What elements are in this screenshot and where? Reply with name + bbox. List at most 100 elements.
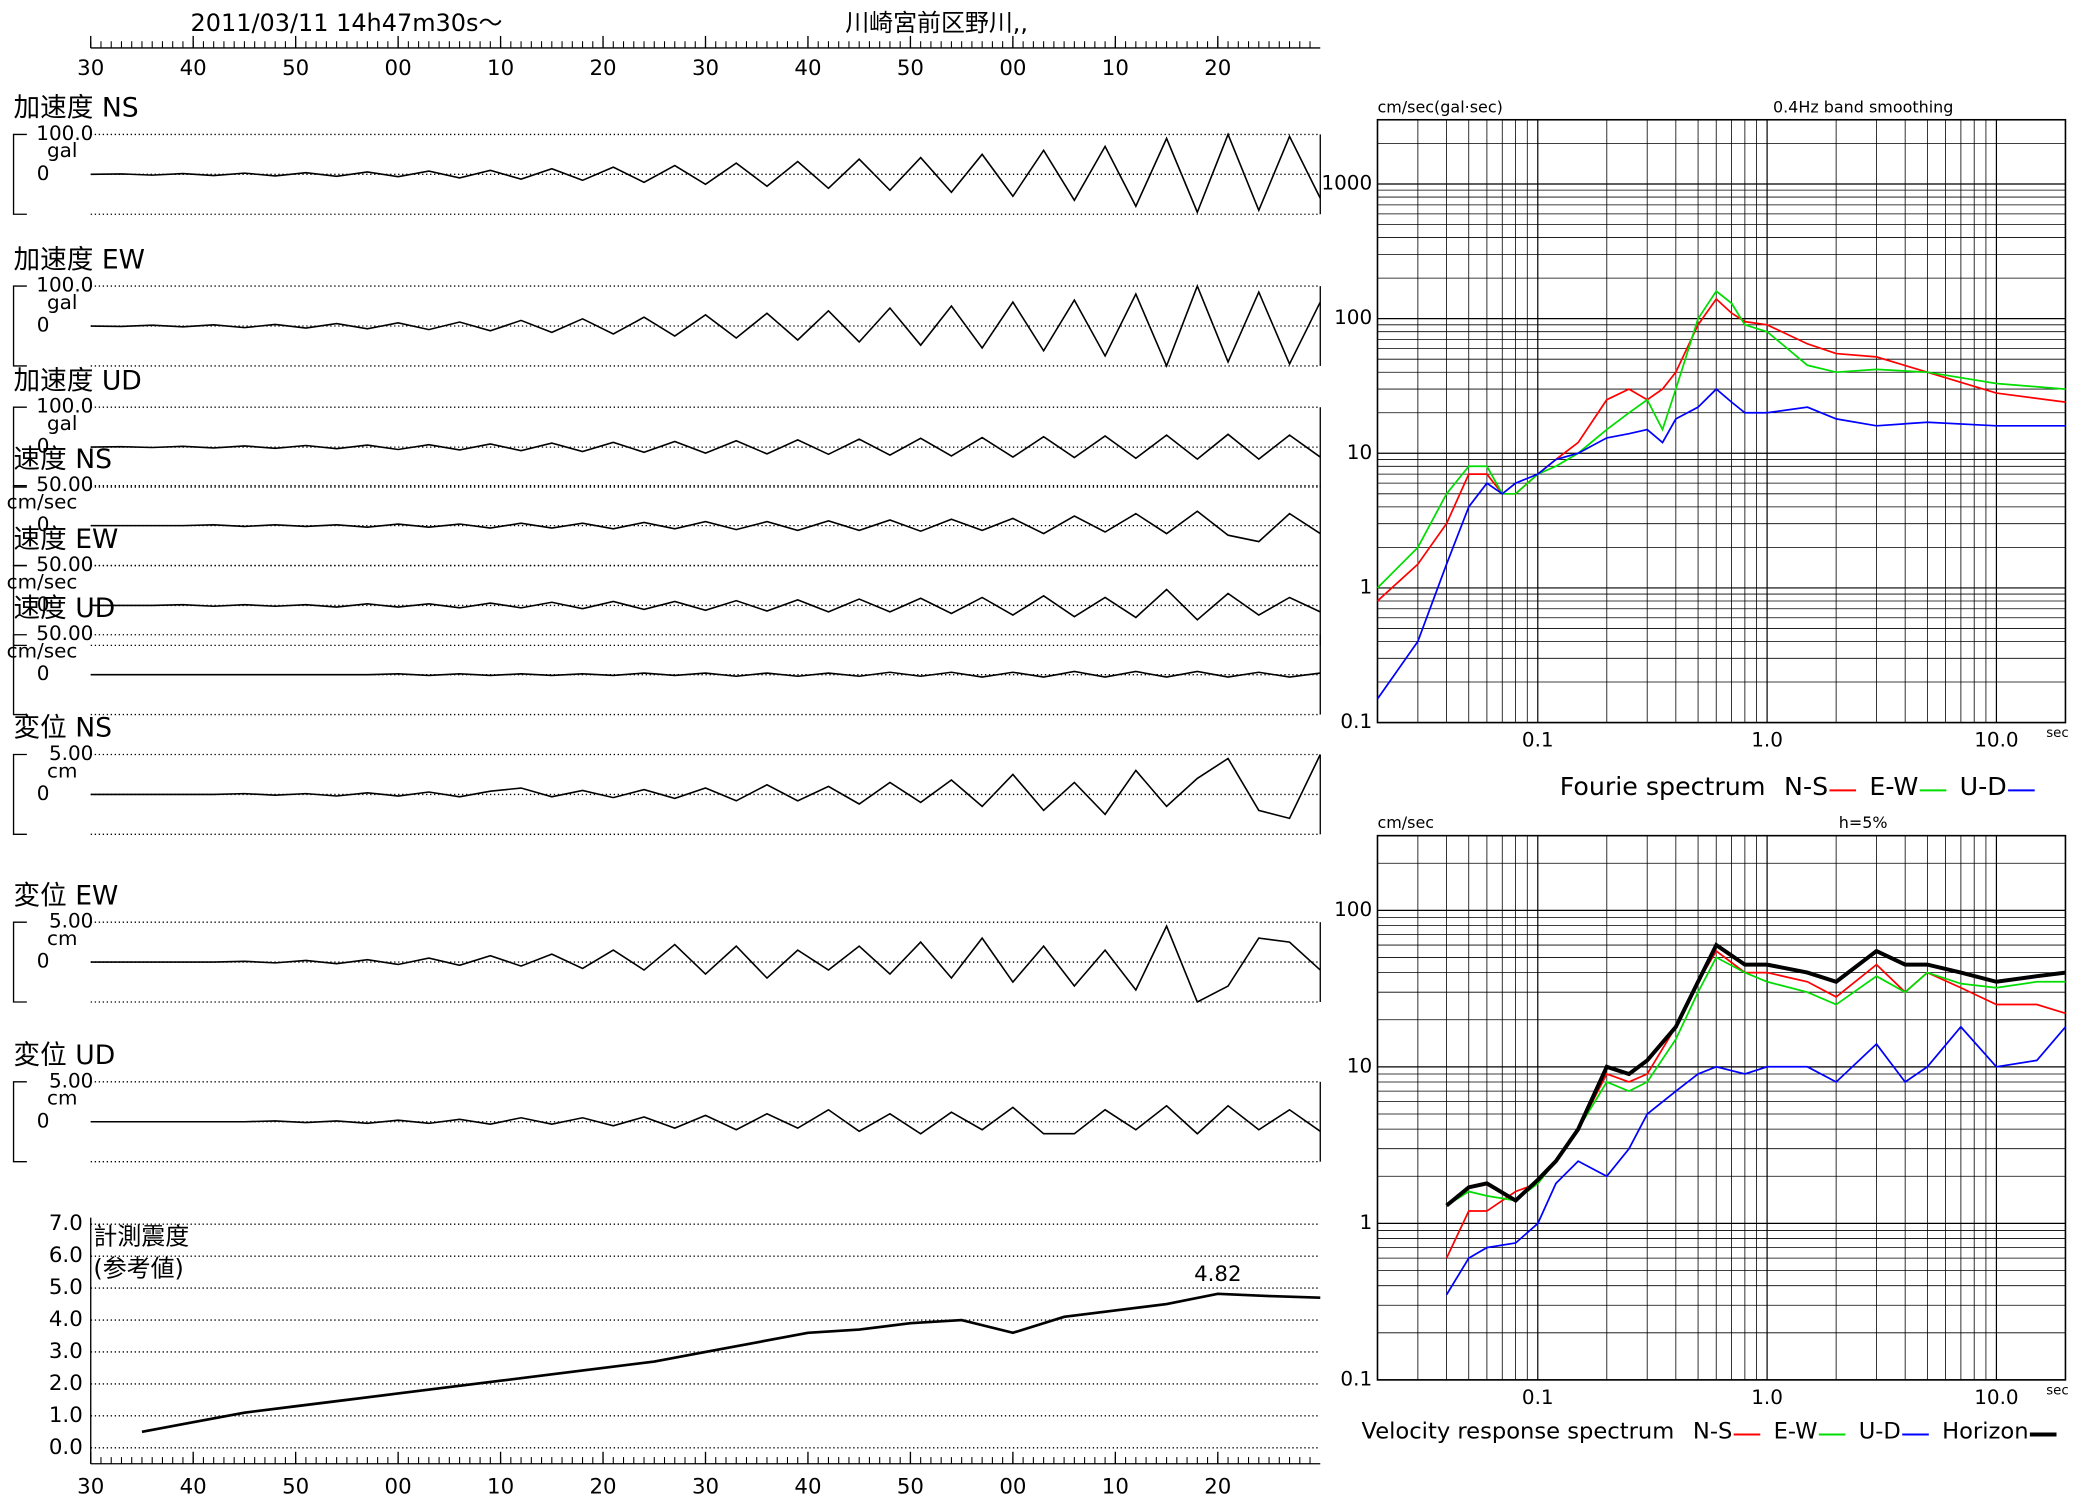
y-tick-label: 0.1 <box>1340 709 1372 733</box>
x-tick-label: 10.0 <box>1974 728 2018 752</box>
legend-label: E-W <box>1774 1418 1818 1444</box>
y-tick-label: 0 <box>37 781 50 805</box>
unit-label: gal <box>47 411 77 435</box>
bracket <box>12 753 27 835</box>
y-tick-label: 5.00 <box>49 1068 93 1092</box>
spectrum-line <box>1446 956 2066 1207</box>
y-tick-label: 10 <box>1347 440 1372 464</box>
x-tick-label: 30 <box>692 56 719 81</box>
spectrum-line <box>1376 297 2066 602</box>
legend-title: Velocity response spectrum <box>1362 1418 1675 1444</box>
legend-label: N-S <box>1693 1418 1732 1444</box>
panel-title: 速度 NS <box>14 444 112 475</box>
unit-label: gal <box>47 290 77 314</box>
y-tick-label: 1 <box>1359 574 1372 598</box>
spectrum-line <box>1376 387 2066 700</box>
x-tick-label: 50 <box>282 1475 309 1500</box>
x-tick-label: 10 <box>487 1475 514 1500</box>
x-tick-label: 10 <box>1102 56 1129 81</box>
x-tick-label: 10.0 <box>1974 1385 2018 1409</box>
y-tick-label: 0 <box>37 512 50 536</box>
x-unit: sec <box>2046 1384 2068 1399</box>
panel-title: 変位 UD <box>14 1040 116 1071</box>
legend-label: E-W <box>1869 772 1918 801</box>
bracket <box>12 406 27 488</box>
waveform <box>90 1104 1321 1135</box>
waveform <box>90 588 1321 621</box>
note: 0.4Hz band smoothing <box>1773 97 1953 116</box>
waveform <box>90 754 1321 820</box>
x-tick-label: 00 <box>385 1475 412 1500</box>
legend-title: Fourie spectrum <box>1560 772 1766 801</box>
y-tick-label: 0 <box>37 661 50 685</box>
intensity-line <box>141 1292 1321 1434</box>
y-tick-label: 100.0 <box>36 394 93 418</box>
x-tick-label: 50 <box>897 56 924 81</box>
x-tick-label: 20 <box>589 1475 616 1500</box>
waveform <box>90 670 1321 678</box>
unit-label: cm <box>47 1086 77 1110</box>
bracket <box>12 285 27 367</box>
x-tick-label: 40 <box>180 56 207 81</box>
y-tick-label: 50.00 <box>36 552 93 576</box>
record-time: 2011/03/11 14h47m30s〜 <box>191 9 503 37</box>
y-tick-label: 0 <box>37 313 50 337</box>
y-tick-label: 100.0 <box>36 273 93 297</box>
y-tick-label: 0 <box>37 434 50 458</box>
bracket <box>12 564 27 647</box>
y-tick-label: 5.00 <box>49 741 93 765</box>
panel-title: 加速度 NS <box>14 93 139 124</box>
y-unit: cm/sec(gal·sec) <box>1377 97 1502 116</box>
waveform <box>90 924 1321 1004</box>
x-tick-label: 20 <box>1204 56 1231 81</box>
waveform <box>90 283 1321 369</box>
y-tick-label: 0 <box>37 161 50 185</box>
panel-title: 計測震度 <box>93 1223 189 1251</box>
legend-label: U-D <box>1960 772 2007 801</box>
spectrum-line <box>1376 289 2066 589</box>
y-tick-label: 6.0 <box>49 1243 83 1268</box>
x-tick-label: 40 <box>794 1475 821 1500</box>
max-label: 4.82 <box>1194 1262 1241 1287</box>
x-tick-label: 30 <box>692 1475 719 1500</box>
x-tick-label: 50 <box>282 56 309 81</box>
y-tick-label: 3.0 <box>49 1339 83 1364</box>
legend-label: U-D <box>1859 1418 1901 1444</box>
y-tick-label: 100.0 <box>36 121 93 145</box>
y-tick-label: 100 <box>1334 897 1372 921</box>
y-tick-label: 50.00 <box>36 621 93 645</box>
legend-label: N-S <box>1784 772 1828 801</box>
x-unit: sec <box>2046 726 2068 741</box>
panel-title: 変位 NS <box>14 713 112 744</box>
y-tick-label: 0 <box>37 592 50 616</box>
y-tick-label: 5.0 <box>49 1275 83 1300</box>
y-tick-label: 0.1 <box>1340 1366 1372 1390</box>
x-tick-label: 0.1 <box>1522 1385 1554 1409</box>
y-tick-label: 1.0 <box>49 1403 83 1428</box>
panel-title: 速度 EW <box>14 524 119 555</box>
x-tick-label: 10 <box>487 56 514 81</box>
panel-subtitle: (参考値) <box>93 1254 183 1282</box>
x-tick-label: 30 <box>77 56 104 81</box>
x-tick-label: 10 <box>1102 1475 1129 1500</box>
spectrum-line <box>1445 1025 2067 1296</box>
y-tick-label: 1 <box>1359 1210 1372 1234</box>
x-tick-label: 20 <box>1204 1475 1231 1500</box>
waveform <box>90 433 1321 461</box>
panel-title: 変位 EW <box>14 880 119 911</box>
y-tick-label: 50.00 <box>36 472 93 496</box>
y-tick-label: 7.0 <box>49 1211 83 1236</box>
unit-label: cm <box>47 758 77 782</box>
x-tick-label: 00 <box>999 56 1026 81</box>
y-tick-label: 10 <box>1347 1053 1372 1077</box>
x-tick-label: 40 <box>180 1475 207 1500</box>
unit-label: gal <box>47 138 77 162</box>
x-tick-label: 00 <box>999 1475 1026 1500</box>
y-tick-label: 100 <box>1334 305 1372 329</box>
x-tick-label: 30 <box>77 1475 104 1500</box>
bracket <box>12 921 27 1003</box>
bracket <box>12 634 27 716</box>
panel-title: 加速度 UD <box>14 365 142 396</box>
y-tick-label: 2.0 <box>49 1371 83 1396</box>
y-tick-label: 4.0 <box>49 1307 83 1332</box>
